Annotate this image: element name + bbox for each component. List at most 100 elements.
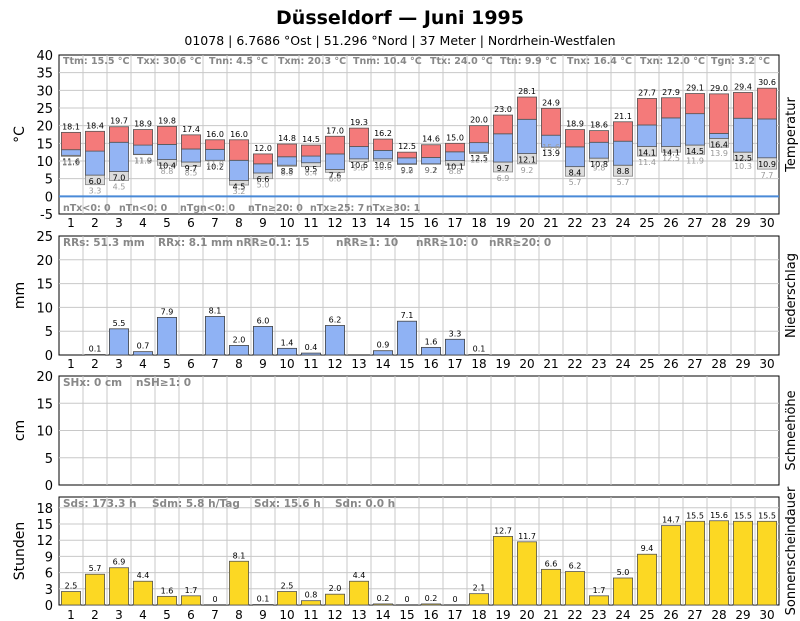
mean-bar: [420, 157, 441, 165]
sunshine-label: 4.4: [353, 571, 366, 580]
ground-min-label: 5.7: [617, 178, 630, 187]
min-label: 8.8: [281, 167, 294, 176]
precip-label: 1.6: [425, 337, 438, 346]
x-tick-label: 12: [327, 608, 342, 621]
precip-bar: [228, 345, 249, 356]
mean-bar: [637, 124, 658, 147]
temp-stat: Ttm: 15.5 °C: [63, 56, 130, 67]
max-label: 18.9: [134, 120, 152, 129]
max-label: 29.0: [710, 84, 728, 93]
x-tick-label: 23: [591, 357, 606, 371]
sunshine-bar: [156, 595, 177, 606]
sunshine-bar: [613, 577, 634, 606]
max-bar: [276, 143, 297, 158]
x-tick-label: 2: [91, 608, 99, 621]
x-tick-label: 27: [687, 608, 702, 621]
ground-min-label: 11.3: [62, 158, 80, 167]
mean-bar: [61, 149, 82, 156]
max-bar: [300, 144, 321, 157]
sunshine-bar: [468, 593, 489, 606]
sunshine-bar: [637, 553, 658, 606]
temp-count-stat: nTx<0: 0: [63, 203, 111, 214]
max-bar: [613, 121, 634, 142]
ground-min-label: 8.4: [305, 169, 318, 178]
sunshine-label: 0.2: [377, 594, 390, 603]
x-tick-label: 10: [279, 357, 294, 371]
y-tick-label: 6: [45, 567, 53, 582]
sunshine-bar: [109, 567, 130, 606]
sunshine-label: 2.5: [65, 582, 78, 591]
x-tick-label: 30: [759, 357, 774, 371]
max-label: 16.2: [374, 129, 392, 138]
sunshine-bar: [372, 603, 393, 606]
precip-label: 2.0: [233, 335, 246, 344]
ground-min-label: 13.9: [710, 149, 728, 158]
precip-bar: [372, 350, 393, 356]
min-label: 9.7: [185, 164, 198, 173]
x-tick-label: 15: [399, 608, 414, 621]
max-bar: [685, 93, 706, 115]
min-label: 11.9: [134, 156, 152, 165]
mean-bar: [276, 156, 297, 166]
ground-min-label: 11.0: [206, 159, 224, 168]
x-tick-label: 2: [91, 216, 99, 230]
max-bar: [396, 151, 417, 159]
max-bar: [444, 142, 465, 153]
sunshine-stat: Sds: 173.3 h: [63, 498, 137, 510]
max-bar: [757, 87, 778, 120]
page-title: Düsseldorf — Juni 1995: [276, 7, 524, 29]
max-bar: [228, 139, 249, 161]
max-label: 27.9: [662, 88, 680, 97]
x-tick-label: 28: [711, 216, 726, 230]
y-tick-label: 10: [36, 425, 53, 440]
x-tick-label: 21: [543, 216, 558, 230]
max-bar: [252, 153, 273, 165]
min-label: 14.1: [662, 149, 680, 158]
min-label: 9.2: [425, 166, 438, 175]
min-label: 8.4: [569, 169, 582, 178]
mean-bar: [348, 146, 369, 160]
x-tick-label: 20: [519, 357, 534, 371]
sunshine-bar: [420, 603, 441, 606]
x-tick-label: 20: [519, 216, 534, 230]
max-bar: [85, 130, 106, 152]
sunshine-label: 6.2: [569, 562, 582, 571]
x-tick-label: 25: [639, 608, 654, 621]
sunshine-bar: [685, 520, 706, 606]
x-tick-label: 19: [495, 216, 510, 230]
y-tick-label: 5: [45, 452, 53, 467]
ground-min-label: 12.1: [470, 156, 488, 165]
sunshine-label: 9.4: [641, 544, 654, 553]
x-tick-label: 23: [591, 608, 606, 621]
y-tick-label: 15: [36, 397, 53, 412]
max-label: 14.8: [278, 134, 296, 143]
y-tick-label: 10: [36, 155, 53, 170]
x-tick-label: 12: [327, 357, 342, 371]
sunshine-bar: [85, 573, 106, 606]
max-bar: [517, 96, 538, 120]
temp-count-stat: nTx≥25: 7: [310, 203, 364, 214]
precip-stat: nRR≥1: 10: [336, 237, 398, 249]
max-label: 30.6: [758, 78, 776, 87]
max-label: 20.0: [470, 116, 488, 125]
x-tick-label: 15: [399, 216, 414, 230]
x-tick-label: 27: [687, 216, 702, 230]
x-tick-label: 7: [211, 216, 219, 230]
sunshine-label: 15.6: [710, 511, 728, 520]
x-tick-label: 25: [639, 216, 654, 230]
max-bar: [180, 134, 201, 150]
max-bar: [204, 139, 225, 150]
sunshine-label: 2.5: [281, 582, 294, 591]
min-label: 6.0: [89, 177, 102, 186]
temp-count-stat: nTgn<0: 0: [180, 203, 235, 214]
y-tick-label: 15: [36, 278, 53, 293]
min-label: 9.2: [401, 166, 414, 175]
max-label: 19.3: [350, 118, 368, 127]
max-bar: [420, 144, 441, 158]
sunshine-label: 8.1: [233, 551, 246, 560]
precip-label: 7.1: [401, 311, 414, 320]
x-tick-label: 19: [495, 608, 510, 621]
min-label: 11.6: [62, 157, 80, 166]
x-tick-label: 13: [351, 357, 366, 371]
max-bar: [348, 127, 369, 147]
